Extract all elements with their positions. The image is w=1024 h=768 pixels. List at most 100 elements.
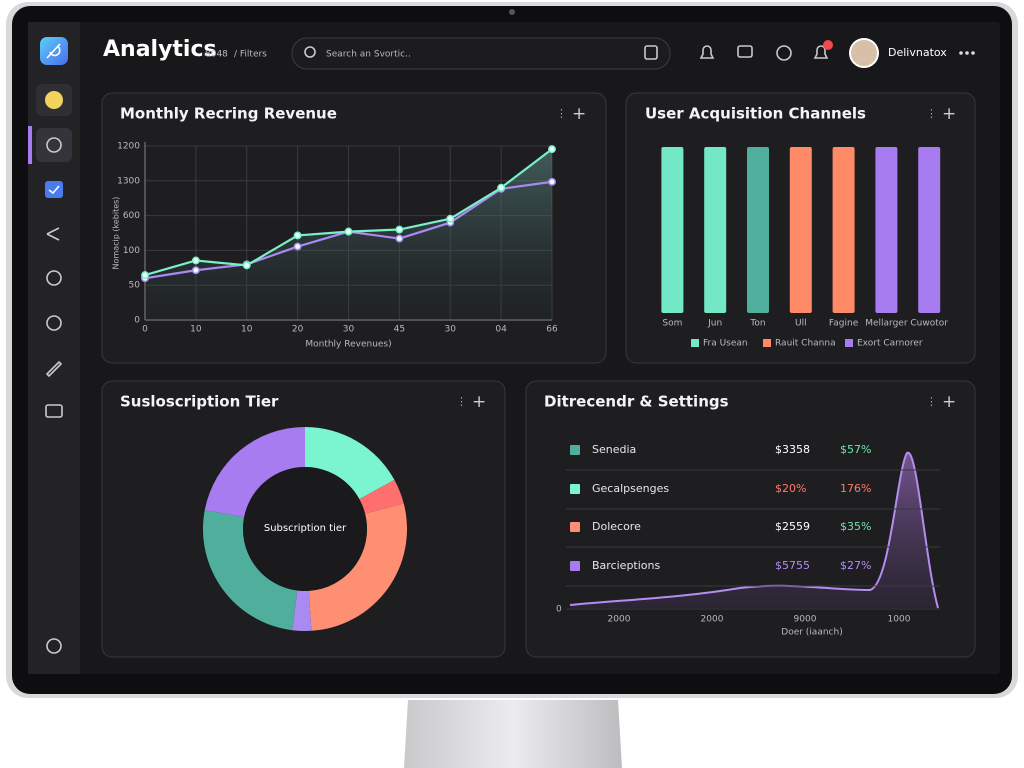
nav-clock[interactable] [46, 315, 62, 331]
nav-help[interactable] [46, 638, 62, 654]
panel-title: Susloscription Tier [120, 393, 279, 411]
panel-add[interactable]: + [942, 392, 956, 412]
bar [918, 147, 941, 313]
y-axis-label: Nomacip (kebites) [112, 197, 121, 270]
nav-indicator [28, 126, 32, 164]
alert-badge [823, 40, 833, 50]
bar [704, 147, 727, 313]
x-tick-label: 10 [241, 325, 253, 335]
donut-segment [292, 590, 312, 631]
donut-segment [308, 503, 407, 631]
logo-mark [46, 43, 61, 59]
x-tick-label: 0 [142, 325, 148, 335]
x-tick-label: Som [662, 319, 682, 329]
panel-menu[interactable]: ⋮ [456, 395, 467, 408]
panel-title: Monthly Recring Revenue [120, 105, 337, 123]
nav-share[interactable] [46, 227, 60, 241]
point [446, 214, 455, 223]
point [293, 231, 302, 240]
trend-x-label: 9000 [794, 615, 817, 625]
search-icon [304, 46, 316, 58]
x-tick-label: Cuwotor [910, 319, 948, 329]
point [344, 227, 353, 236]
nav-active[interactable] [36, 128, 72, 162]
legend-label: Fra Usean [703, 339, 748, 349]
user-avatar[interactable] [849, 38, 879, 68]
panel-add[interactable]: + [942, 104, 956, 124]
gauge-icon[interactable] [776, 45, 792, 61]
more-menu[interactable] [959, 51, 975, 55]
donut-segment [202, 509, 298, 631]
point [395, 225, 404, 234]
point [191, 256, 200, 265]
donut-center-label: Subscription tier [264, 523, 347, 534]
row-change: $57% [840, 443, 871, 456]
bar [661, 147, 684, 313]
user-name: Delivnatox [888, 46, 947, 59]
header-filter[interactable]: / Filters [234, 50, 267, 60]
x-tick-label: 66 [546, 325, 558, 335]
nav-monitor[interactable] [45, 404, 63, 418]
trend-x-title: Doer (iaanch) [781, 628, 842, 638]
bar [747, 147, 769, 313]
x-tick-label: 20 [292, 325, 304, 335]
page-title: Analytics [103, 37, 217, 62]
row-swatch [570, 484, 580, 494]
panel-menu[interactable]: ⋮ [926, 395, 937, 408]
stand [404, 700, 622, 768]
y-tick-label: 50 [129, 281, 141, 291]
point [141, 271, 149, 280]
nav-gear[interactable] [46, 270, 62, 286]
search-box[interactable] [291, 37, 671, 70]
alert-icon[interactable] [813, 45, 829, 59]
legend-swatch [691, 339, 699, 347]
point [191, 266, 200, 275]
trend-area [570, 452, 938, 608]
trend-x-label: 1000 [888, 615, 911, 625]
x-tick-label: Mellarger [865, 319, 908, 329]
panel-title: Ditrecendr & Settings [544, 393, 729, 411]
bell-icon[interactable] [699, 45, 715, 59]
nav-tasks-check [48, 185, 60, 195]
legend-swatch [763, 339, 771, 347]
row-change: 176% [840, 482, 871, 495]
panel-menu[interactable]: ⋮ [926, 107, 937, 120]
panel-title: User Acquisition Channels [645, 105, 866, 123]
row-name: Senedia [592, 443, 636, 456]
y-tick-label: 100 [123, 246, 140, 256]
legend-label: Exort Carnorer [857, 339, 923, 349]
legend-swatch [845, 339, 853, 347]
x-tick-label: 04 [495, 325, 507, 335]
row-name: Dolecore [592, 520, 641, 533]
donut-segment [305, 427, 395, 500]
point [293, 242, 302, 251]
legend-label: Rauit Channa [775, 339, 836, 349]
point [548, 145, 556, 154]
trend-y-label: 0 [556, 605, 562, 615]
bar [875, 147, 898, 313]
y-tick-label: 600 [123, 211, 140, 221]
nav-avatar [45, 91, 63, 109]
header-meta: 8048 [205, 50, 228, 60]
panel-add[interactable]: + [572, 104, 586, 124]
x-tick-label: Jun [707, 319, 722, 329]
row-swatch [570, 561, 580, 571]
x-tick-label: 30 [445, 325, 457, 335]
x-tick-label: 45 [394, 325, 405, 335]
point [395, 234, 404, 243]
nav-settings [46, 137, 62, 153]
donut-hole [243, 467, 367, 591]
sidebar [28, 22, 80, 674]
message-icon[interactable] [737, 45, 753, 58]
row-name: Gecalpsenges [592, 482, 669, 495]
nav-edit[interactable] [45, 360, 63, 378]
y-tick-label: 1200 [117, 142, 140, 152]
donut-segment [359, 479, 404, 514]
mic-icon[interactable] [644, 45, 658, 60]
panel-add[interactable]: + [472, 392, 486, 412]
x-tick-label: Ton [749, 319, 765, 329]
x-tick-label: 10 [190, 325, 202, 335]
panel-menu[interactable]: ⋮ [556, 107, 567, 120]
nav-tasks[interactable] [45, 181, 63, 198]
